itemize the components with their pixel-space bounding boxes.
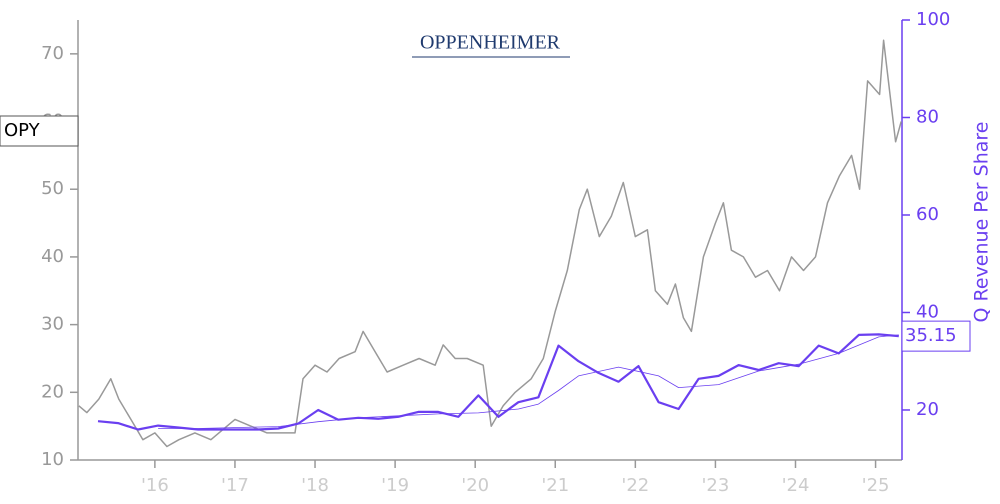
ticker-label: OPY bbox=[4, 120, 41, 141]
x-tick-label: '23 bbox=[701, 475, 729, 496]
x-tick-label: '18 bbox=[301, 475, 329, 496]
x-tick-label: '17 bbox=[221, 475, 249, 496]
y2-axis-label: Q Revenue Per Share bbox=[971, 122, 993, 323]
y-tick-label: 50 bbox=[41, 178, 64, 199]
y-tick-label: 40 bbox=[41, 246, 64, 267]
x-tick-label: '25 bbox=[862, 475, 890, 496]
x-tick-label: '24 bbox=[782, 475, 810, 496]
series-line bbox=[78, 39, 902, 448]
x-tick-label: '21 bbox=[541, 475, 569, 496]
y-tick-label: 30 bbox=[41, 314, 64, 335]
y2-tick-label: 20 bbox=[916, 399, 939, 420]
y2-tick-label: 80 bbox=[916, 106, 939, 127]
ticker-box bbox=[0, 115, 79, 147]
y2-tick-label: 40 bbox=[916, 301, 939, 322]
last-value-box bbox=[901, 320, 971, 352]
y-tick-label: 10 bbox=[41, 449, 64, 470]
series-line bbox=[158, 334, 899, 429]
x-tick-label: '19 bbox=[381, 475, 409, 496]
logo: OPPENHEIMER bbox=[420, 32, 561, 54]
x-tick-label: '16 bbox=[141, 475, 169, 496]
y-tick-label: 70 bbox=[41, 43, 64, 64]
y-tick-label: 20 bbox=[41, 381, 64, 402]
last-value-label: 35.15 bbox=[905, 325, 957, 346]
y2-tick-label: 100 bbox=[916, 9, 950, 30]
y2-tick-label: 60 bbox=[916, 204, 939, 225]
x-tick-label: '20 bbox=[461, 475, 489, 496]
series-line bbox=[97, 333, 899, 431]
x-tick-label: '22 bbox=[621, 475, 649, 496]
